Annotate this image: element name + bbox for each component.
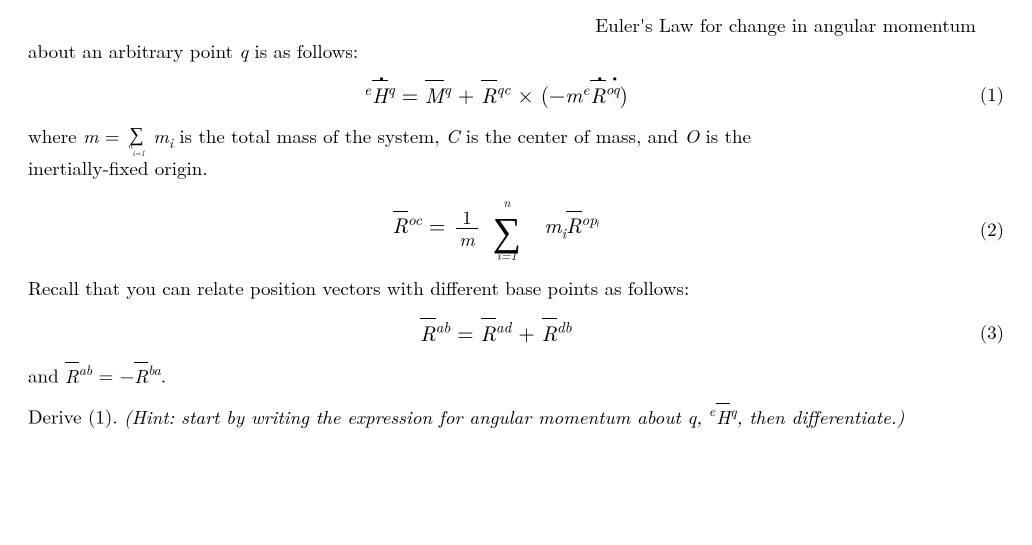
equation-1-body: eHq = Mq + Rqc × (−meRoq) bbox=[28, 79, 964, 109]
sum-icon: ∑ni=1 bbox=[128, 124, 145, 155]
recall-line: Recall that you can relate position vect… bbox=[28, 275, 1004, 301]
fraction-icon: 1 m bbox=[456, 208, 477, 251]
intro-line-2: about an arbitrary point q is as follows… bbox=[28, 38, 1004, 64]
equation-2: Roc = 1 m n ∑ i=1 miRopᵢ (2) bbox=[28, 196, 1004, 261]
equation-3: Rab = Rad + Rdb (3) bbox=[28, 317, 1004, 347]
equation-1: eHq = Mq + Rqc × (−meRoq) (1) bbox=[28, 79, 1004, 109]
derive-line: Derive (1). (Hint: start by writing the … bbox=[28, 402, 1004, 429]
spacer bbox=[28, 388, 1004, 402]
and-line: and Rab = −Rba. bbox=[28, 361, 1004, 388]
equation-3-body: Rab = Rad + Rdb bbox=[28, 317, 964, 347]
where-line: where m = ∑ni=1 mi is the total mass of … bbox=[28, 123, 1004, 180]
intro-line-1: Euler's Law for change in angular moment… bbox=[28, 12, 1004, 38]
equation-2-body: Roc = 1 m n ∑ i=1 miRopᵢ bbox=[28, 196, 964, 261]
equation-2-number: (2) bbox=[964, 216, 1004, 242]
intro-right-text: Euler's Law for change in angular moment… bbox=[595, 12, 1004, 38]
equation-3-number: (3) bbox=[964, 319, 1004, 345]
sum-icon: n ∑ i=1 bbox=[493, 196, 521, 261]
equation-1-number: (1) bbox=[964, 81, 1004, 107]
